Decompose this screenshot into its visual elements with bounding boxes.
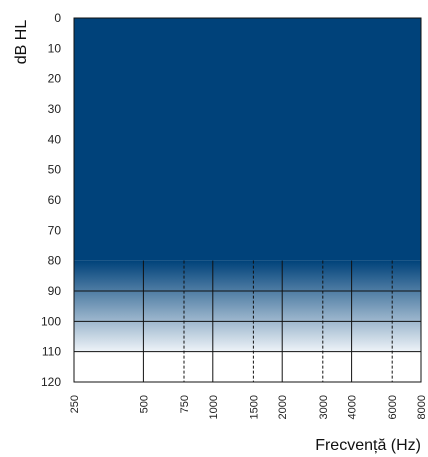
y-tick-label-70: 70 [48, 223, 62, 237]
y-tick-label-20: 20 [48, 72, 62, 86]
grid [73, 17, 422, 383]
x-tick-label-3000: 3000 [318, 395, 330, 419]
y-tick-labels: 0 10 20 30 40 50 60 70 80 90 100 110 120 [41, 11, 61, 389]
x-tick-label-4000: 4000 [347, 395, 359, 419]
plot-area [74, 18, 421, 352]
hearing-range-fade [74, 260, 421, 352]
y-tick-label-40: 40 [48, 132, 62, 146]
y-tick-label-100: 100 [41, 314, 61, 328]
y-tick-label-0: 0 [54, 11, 61, 25]
x-tick-label-500: 500 [138, 395, 150, 413]
hearing-range-fill [74, 18, 421, 261]
x-tick-label-750: 750 [179, 395, 191, 413]
y-tick-label-80: 80 [48, 254, 62, 268]
plot-border [73, 17, 422, 383]
x-axis-title: Frecvență (Hz) [315, 437, 421, 454]
y-tick-label-10: 10 [48, 41, 62, 55]
x-tick-label-1500: 1500 [248, 395, 260, 419]
x-tick-label-8000: 8000 [416, 395, 428, 419]
x-tick-labels: 250 500 750 1000 1500 2000 3000 4000 6000 8000 [69, 395, 428, 419]
y-tick-label-50: 50 [48, 163, 62, 177]
y-axis-title: dB HL [13, 20, 30, 65]
y-tick-label-110: 110 [42, 345, 61, 359]
y-tick-label-60: 60 [48, 193, 62, 207]
y-tick-label-90: 90 [48, 284, 62, 298]
y-tick-label-30: 30 [48, 102, 62, 116]
x-tick-label-1000: 1000 [208, 395, 220, 419]
x-tick-label-250: 250 [69, 395, 81, 413]
x-tick-label-6000: 6000 [387, 395, 399, 419]
y-tick-label-120: 120 [41, 375, 61, 389]
x-tick-label-2000: 2000 [277, 395, 289, 419]
